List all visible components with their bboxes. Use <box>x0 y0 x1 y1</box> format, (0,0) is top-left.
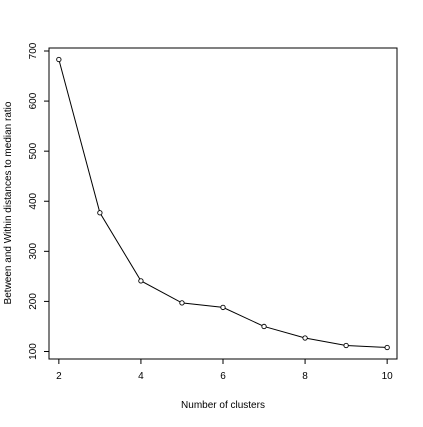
x-axis-label: Number of clusters <box>181 400 265 411</box>
y-tick-label-600: 600 <box>28 92 39 109</box>
data-point-10 <box>384 344 390 351</box>
y-tick-label-300: 300 <box>28 243 39 260</box>
data-point-5 <box>179 300 185 306</box>
data-point-3 <box>97 210 103 216</box>
y-tick-label-100: 100 <box>28 343 39 360</box>
y-tick-label-700: 700 <box>28 42 39 59</box>
x-tick-label-4: 4 <box>138 371 144 382</box>
data-point-4 <box>138 278 144 284</box>
data-point-9 <box>343 342 349 349</box>
series-line-0 <box>58 59 388 348</box>
y-tick-label-500: 500 <box>28 142 39 159</box>
x-tick-label-8: 8 <box>302 371 308 382</box>
series-layer <box>56 56 390 351</box>
x-tick-label-2: 2 <box>56 371 62 382</box>
data-point-8 <box>302 335 308 341</box>
plot-frame <box>48 47 398 360</box>
y-axis: 100 200 300 400 500 600 700 <box>28 42 49 360</box>
data-point-6 <box>220 304 226 311</box>
x-tick-label-6: 6 <box>220 371 226 382</box>
x-tick-label-10: 10 <box>382 371 394 382</box>
data-point-2 <box>56 56 62 63</box>
y-tick-label-400: 400 <box>28 192 39 209</box>
y-axis-label: Between and Within distances to median r… <box>3 101 14 304</box>
x-axis: 2 4 6 8 10 <box>56 359 393 382</box>
y-tick-label-200: 200 <box>28 293 39 310</box>
data-point-7 <box>261 323 267 330</box>
